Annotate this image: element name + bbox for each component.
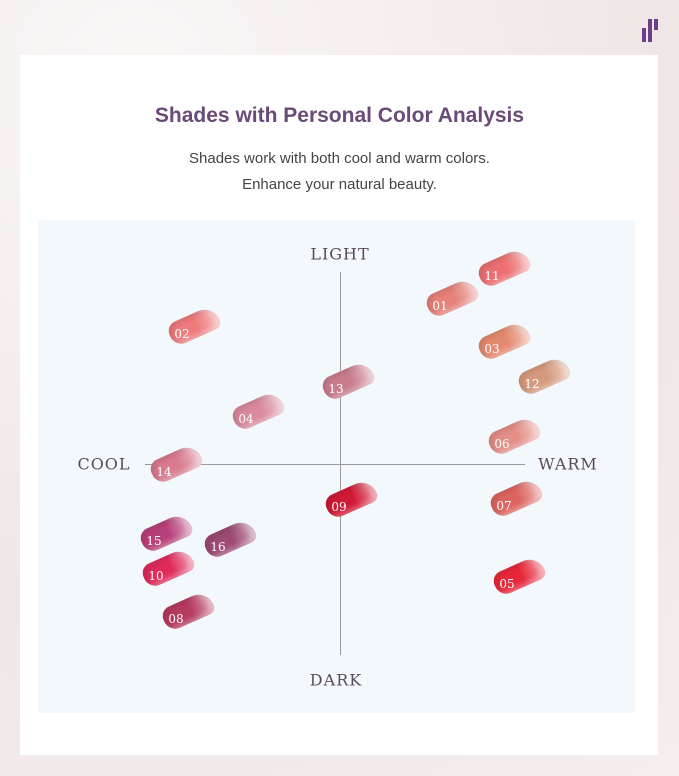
axis-label-cool: COOL (77, 454, 131, 474)
shade-label: 08 (168, 612, 184, 626)
shade-label: 11 (484, 269, 500, 283)
axis-label-warm: WARM (538, 454, 598, 474)
shade-label: 02 (174, 327, 190, 341)
subtitle-line-1: Shades work with both cool and warm colo… (189, 150, 490, 167)
shade-label: 09 (331, 500, 347, 514)
horizontal-axis (145, 464, 525, 465)
vertical-axis (340, 272, 341, 655)
color-analysis-diagram (38, 220, 635, 713)
shade-label: 06 (494, 437, 510, 451)
shade-label: 13 (328, 382, 344, 396)
shade-label: 15 (146, 534, 162, 548)
shade-label: 03 (484, 342, 500, 356)
shade-label: 01 (432, 299, 448, 313)
subtitle-line-2: Enhance your natural beauty. (242, 176, 437, 193)
shade-label: 14 (156, 465, 172, 479)
page-title: Shades with Personal Color Analysis (154, 104, 525, 127)
shade-label: 16 (210, 540, 226, 554)
shade-label: 10 (148, 569, 164, 583)
shade-label: 05 (499, 577, 515, 591)
shade-label: 04 (238, 412, 254, 426)
shade-label: 07 (496, 499, 512, 513)
shade-label: 12 (524, 377, 540, 391)
brand-logo (642, 19, 658, 42)
axis-label-light: LIGHT (310, 244, 370, 264)
axis-label-dark: DARK (309, 670, 363, 690)
